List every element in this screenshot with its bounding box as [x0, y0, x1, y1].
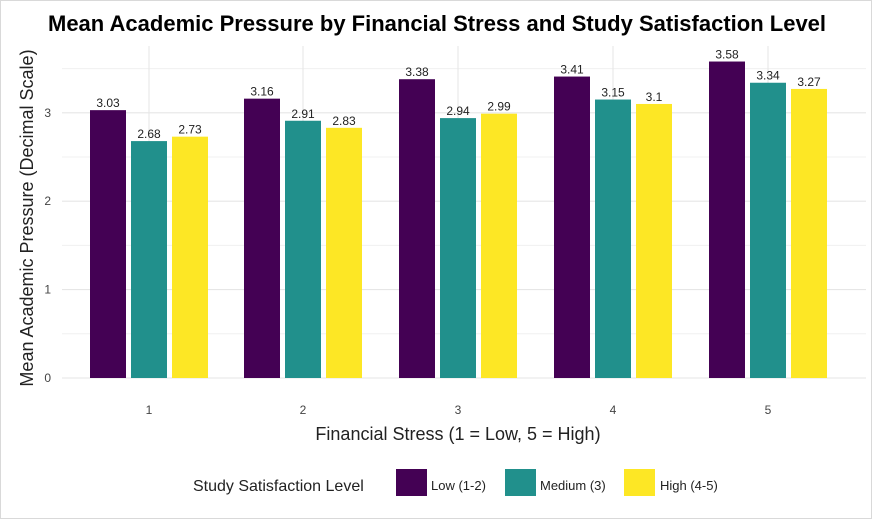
legend: Study Satisfaction Level Low (1-2) Medium…: [193, 469, 718, 496]
x-tick-labels: 1 2 3 4 5: [146, 403, 772, 417]
data-labels-group: 3.03 3.16 3.38 3.41 3.58 2.68 2.91 2.94 3.15 3.34…: [96, 48, 821, 142]
legend-label: High (4-5): [660, 478, 718, 493]
y-axis-title: Mean Academic Pressure (Decimal Scale): [17, 49, 37, 386]
bar-low-4: [554, 76, 590, 378]
legend-label: Low (1-2): [431, 478, 486, 493]
bar-high-4: [636, 103, 672, 379]
data-label: 3.1: [646, 90, 663, 104]
data-label: 3.58: [715, 48, 739, 62]
bar-medium-1: [131, 141, 167, 378]
legend-key-low: [396, 469, 427, 496]
x-tick-label: 2: [300, 403, 307, 417]
legend-label: Medium (3): [540, 478, 606, 493]
data-label: 3.34: [756, 69, 780, 83]
chart-title: Mean Academic Pressure by Financial Stre…: [48, 11, 826, 36]
y-tick-label: 3: [44, 106, 51, 120]
bar-medium-2: [285, 120, 321, 379]
bar-high-2: [326, 127, 362, 378]
legend-key-medium: [505, 469, 536, 496]
legend-title: Study Satisfaction Level: [193, 478, 364, 495]
x-axis-title: Financial Stress (1 = Low, 5 = High): [315, 424, 600, 444]
data-label: 2.68: [137, 127, 161, 141]
x-tick-label: 1: [146, 403, 153, 417]
bar-low-2: [244, 98, 280, 378]
legend-key-high: [624, 469, 655, 496]
data-label: 3.03: [96, 96, 120, 110]
bars-group: [90, 61, 827, 379]
y-tick-labels: 0 1 2 3: [44, 106, 51, 385]
data-label: 3.27: [797, 75, 821, 89]
y-tick-label: 2: [44, 194, 51, 208]
bar-high-3: [481, 113, 517, 379]
bar-medium-4: [595, 99, 631, 378]
data-label: 3.16: [250, 85, 274, 99]
data-label: 2.83: [332, 114, 356, 128]
data-label: 2.73: [178, 123, 202, 137]
data-label: 3.15: [601, 86, 625, 100]
x-tick-label: 3: [455, 403, 462, 417]
data-label: 2.94: [446, 104, 470, 118]
y-tick-label: 0: [44, 371, 51, 385]
data-label: 2.91: [291, 107, 315, 121]
data-label: 3.38: [405, 65, 429, 79]
bar-low-3: [399, 79, 435, 378]
data-label: 2.99: [487, 100, 511, 114]
data-label: 3.41: [560, 63, 584, 77]
bar-high-5: [791, 88, 827, 378]
bar-medium-3: [440, 118, 476, 378]
bar-high-1: [172, 136, 208, 378]
x-tick-label: 5: [765, 403, 772, 417]
bar-low-1: [90, 110, 126, 378]
bar-low-5: [709, 61, 745, 378]
y-tick-label: 1: [44, 283, 51, 297]
bar-medium-5: [750, 82, 786, 378]
x-tick-label: 4: [610, 403, 617, 417]
